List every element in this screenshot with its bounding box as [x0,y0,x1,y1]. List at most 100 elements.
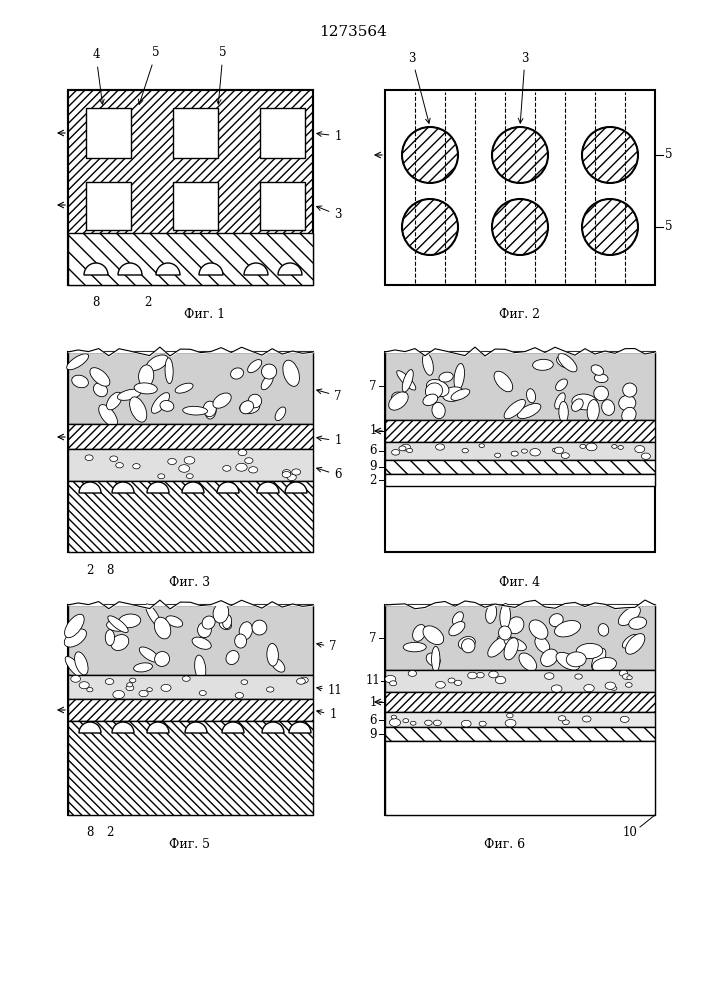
Bar [385,420,655,442]
Ellipse shape [187,474,193,479]
Ellipse shape [467,672,477,679]
Ellipse shape [283,360,300,386]
Ellipse shape [423,626,444,645]
Ellipse shape [223,465,231,471]
Ellipse shape [139,365,153,387]
Ellipse shape [635,446,645,453]
Ellipse shape [598,624,609,636]
Ellipse shape [489,671,498,678]
Ellipse shape [403,719,409,723]
Text: 9: 9 [369,728,377,740]
Ellipse shape [241,680,247,684]
Wedge shape [147,722,169,733]
Ellipse shape [66,354,88,370]
Ellipse shape [113,690,124,699]
Ellipse shape [411,721,416,725]
Ellipse shape [504,400,525,419]
Ellipse shape [252,620,267,635]
Ellipse shape [107,392,122,410]
Ellipse shape [166,616,182,627]
Ellipse shape [271,658,285,672]
Text: 6: 6 [369,444,377,458]
Ellipse shape [287,474,296,481]
Ellipse shape [507,713,513,718]
Wedge shape [182,482,204,493]
Ellipse shape [519,653,537,671]
Ellipse shape [611,686,617,690]
Bar [68,675,313,699]
Ellipse shape [151,393,170,413]
Ellipse shape [535,636,550,653]
Ellipse shape [451,389,469,400]
Wedge shape [244,263,268,275]
Ellipse shape [71,675,81,682]
Wedge shape [112,482,134,493]
Ellipse shape [494,371,513,392]
Ellipse shape [297,678,305,684]
Wedge shape [185,722,207,733]
Ellipse shape [240,401,259,414]
Ellipse shape [397,371,416,390]
Bar [68,605,313,815]
Text: Фиг. 3: Фиг. 3 [170,576,211,588]
Ellipse shape [79,682,89,689]
Text: Фиг. 1: Фиг. 1 [185,308,226,322]
Ellipse shape [236,463,247,471]
Ellipse shape [544,673,554,679]
Ellipse shape [111,635,129,651]
Ellipse shape [477,672,484,678]
Ellipse shape [219,620,231,630]
Ellipse shape [238,450,247,456]
Ellipse shape [64,614,84,638]
Ellipse shape [390,681,397,686]
Ellipse shape [488,637,507,657]
Ellipse shape [504,638,518,660]
Ellipse shape [423,353,433,375]
Bar [86,182,131,230]
Text: Фиг. 2: Фиг. 2 [500,308,540,322]
Ellipse shape [554,621,580,637]
Ellipse shape [504,637,527,651]
Ellipse shape [532,359,554,370]
Circle shape [402,127,458,183]
Ellipse shape [619,395,636,411]
Wedge shape [112,722,134,733]
Wedge shape [217,482,239,493]
Ellipse shape [591,365,604,375]
Ellipse shape [458,637,475,650]
Bar [68,424,313,449]
Ellipse shape [527,389,536,403]
Bar [260,182,305,230]
Ellipse shape [213,393,231,408]
Ellipse shape [462,720,471,727]
Ellipse shape [641,453,650,459]
Ellipse shape [529,620,548,639]
Ellipse shape [497,635,511,644]
Ellipse shape [498,626,511,640]
Ellipse shape [245,458,253,464]
Text: 5: 5 [665,221,673,233]
Ellipse shape [495,453,501,457]
Ellipse shape [392,449,399,455]
Ellipse shape [561,453,569,458]
Ellipse shape [622,634,638,648]
Text: 8: 8 [106,564,114,576]
Ellipse shape [436,681,445,688]
Ellipse shape [556,652,580,670]
Ellipse shape [129,678,136,683]
Ellipse shape [71,375,88,388]
Bar [385,605,655,815]
Bar [68,721,313,815]
Bar [385,442,655,460]
Ellipse shape [496,676,506,684]
Wedge shape [156,263,180,275]
Ellipse shape [401,444,411,451]
Ellipse shape [134,383,158,394]
Bar [385,352,655,420]
Wedge shape [199,263,223,275]
Bar [68,233,313,285]
Bar [385,460,655,474]
Ellipse shape [105,679,114,685]
Text: 1: 1 [317,129,341,142]
Ellipse shape [194,655,206,681]
